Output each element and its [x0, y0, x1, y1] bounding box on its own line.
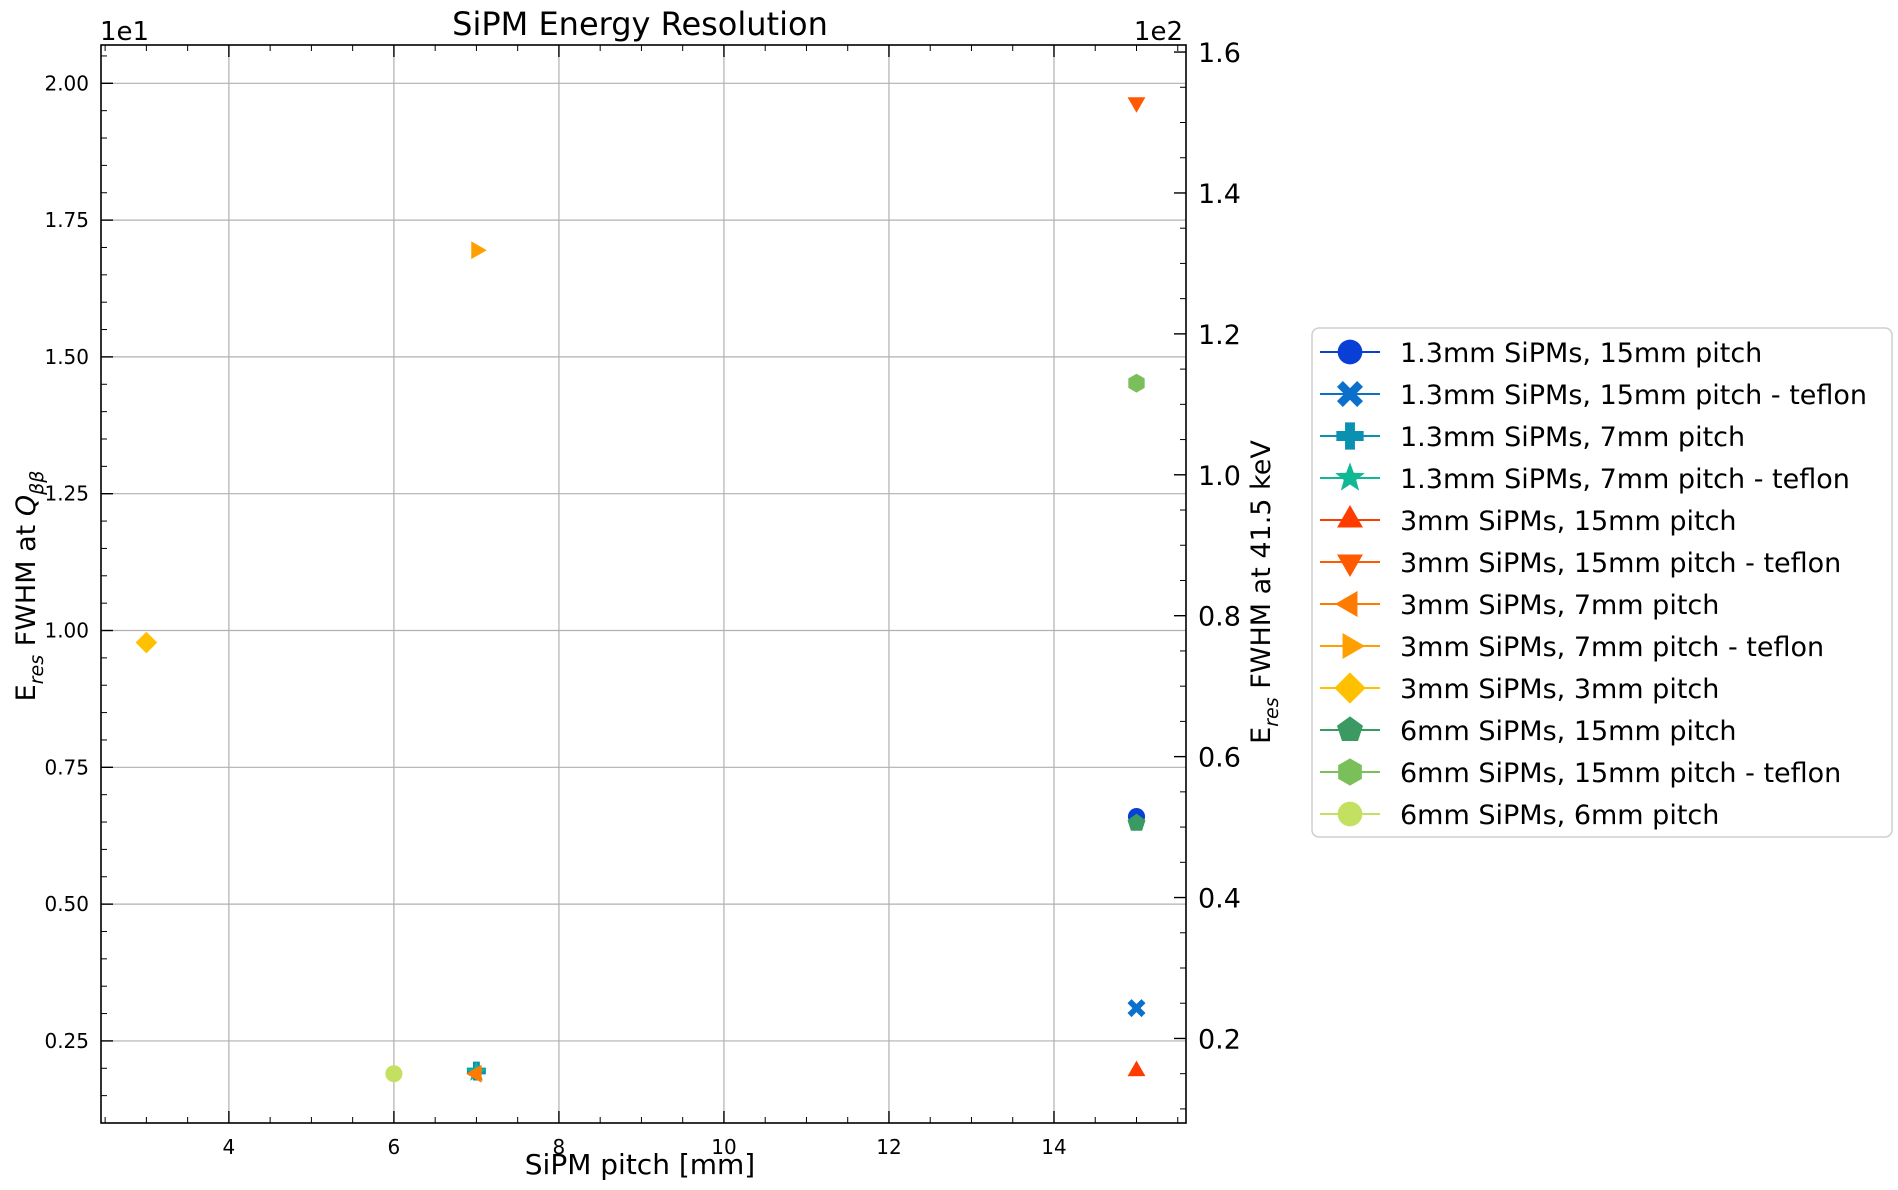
x-tick-label: 14 [1041, 1135, 1066, 1159]
legend-marker [1337, 505, 1363, 528]
legend-label: 3mm SiPMs, 15mm pitch [1400, 506, 1737, 537]
legend-label: 1.3mm SiPMs, 7mm pitch [1400, 422, 1745, 453]
legend-marker [1335, 591, 1358, 617]
legend-label: 6mm SiPMs, 15mm pitch - teflon [1400, 758, 1841, 789]
y-right-tick-label: 0.6 [1198, 743, 1241, 774]
y-left-tick-label: 0.25 [44, 1029, 89, 1053]
y-left-tick-label: 1.00 [44, 619, 89, 643]
data-point-series-12 [385, 1065, 403, 1083]
legend-marker [1337, 801, 1363, 827]
data-point-series-7 [466, 1064, 482, 1083]
data-point-series-9 [135, 631, 158, 654]
y-right-tick-label: 1.6 [1198, 38, 1241, 69]
legend-label: 6mm SiPMs, 15mm pitch [1400, 716, 1737, 747]
legend-marker [1337, 716, 1363, 742]
y-right-tick-label: 1.0 [1198, 461, 1241, 492]
data-point-series-10 [1127, 813, 1146, 831]
legend: 1.3mm SiPMs, 15mm pitch 1.3mm SiPMs, 15mm… [1311, 327, 1893, 838]
x-tick-label: 10 [711, 1135, 736, 1159]
axis-ticks: 4 6 8 10 12 14 0.25 0.50 0.75 1.00 1.25 1.50 1.75 2.0… [44, 38, 1240, 1159]
legend-marker [1337, 339, 1363, 365]
y-left-tick-label: 1.75 [44, 208, 89, 232]
y-right-tick-label: 0.2 [1198, 1024, 1241, 1055]
legend-label: 3mm SiPMs, 3mm pitch [1400, 674, 1719, 705]
legend-label: 3mm SiPMs, 7mm pitch [1400, 590, 1719, 621]
legend-label: 6mm SiPMs, 6mm pitch [1400, 800, 1719, 831]
legend-marker [1335, 462, 1365, 491]
x-tick-label: 6 [388, 1135, 401, 1159]
x-tick-label: 8 [553, 1135, 566, 1159]
legend-label: 1.3mm SiPMs, 7mm pitch - teflon [1400, 464, 1850, 495]
y-right-tick-label: 1.2 [1198, 320, 1241, 351]
y-axis-label-right: Eres FWHM at 41.5 keV [1246, 440, 1283, 744]
legend-marker [1336, 422, 1364, 450]
y-left-tick-label: 2.00 [44, 71, 89, 95]
legend-marker [1337, 381, 1363, 407]
legend-box [1311, 327, 1893, 838]
x-axis-label: SiPM pitch [mm] [525, 1148, 755, 1181]
data-point-series-5 [1127, 1060, 1146, 1077]
y-axis-label-left: Eres FWHM at Qββ [11, 471, 48, 702]
legend-label: 1.3mm SiPMs, 15mm pitch - teflon [1400, 380, 1867, 411]
data-point-series-2 [1127, 999, 1146, 1018]
y-left-tick-label: 0.75 [44, 755, 89, 779]
left-offset-text: 1e1 [100, 17, 149, 47]
legend-label: 3mm SiPMs, 7mm pitch - teflon [1400, 632, 1824, 663]
data-point-series-11 [1128, 373, 1145, 393]
x-tick-label: 12 [876, 1135, 901, 1159]
chart-title: SiPM Energy Resolution [452, 5, 828, 43]
legend-label: 3mm SiPMs, 15mm pitch - teflon [1400, 548, 1841, 579]
y-left-tick-label: 1.25 [44, 482, 89, 506]
grid-lines [101, 45, 1186, 1123]
y-right-tick-label: 0.8 [1198, 602, 1241, 633]
legend-marker [1337, 554, 1363, 577]
data-markers [135, 97, 1146, 1083]
legend-marker [1342, 633, 1365, 659]
legend-label: 1.3mm SiPMs, 15mm pitch [1400, 338, 1762, 369]
right-offset-text: 1e2 [1134, 17, 1183, 47]
y-left-tick-label: 0.50 [44, 892, 89, 916]
data-point-series-6 [1127, 97, 1146, 113]
y-right-tick-label: 0.4 [1198, 884, 1241, 915]
x-tick-label: 4 [223, 1135, 236, 1159]
y-right-tick-label: 1.4 [1198, 179, 1241, 210]
legend-marker [1338, 758, 1362, 786]
y-left-tick-label: 1.50 [44, 345, 89, 369]
data-point-series-8 [471, 241, 487, 260]
plot-frame [100, 44, 1187, 1124]
